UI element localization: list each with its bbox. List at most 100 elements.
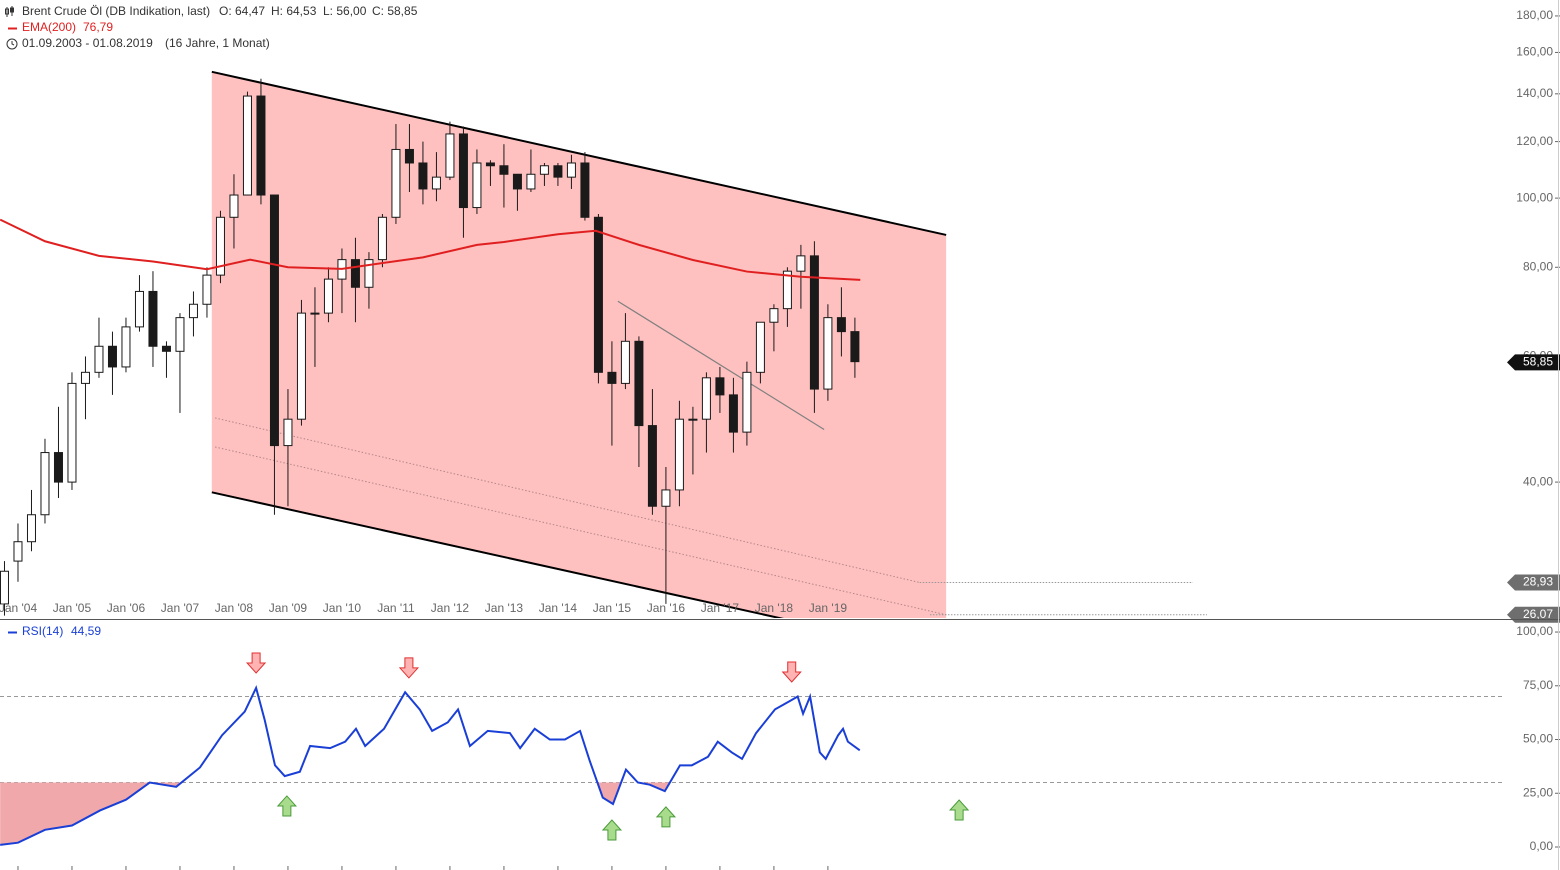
candle-body <box>701 377 711 420</box>
y-tick-label: 25,00 <box>1523 785 1553 799</box>
price-tag <box>1507 574 1560 591</box>
candle-body <box>134 290 144 328</box>
candle-body <box>553 165 563 178</box>
candle-body <box>26 514 36 543</box>
channel-fill <box>211 71 947 618</box>
candle-body <box>755 321 765 373</box>
candle-body <box>107 345 117 368</box>
candle-body <box>13 541 23 562</box>
candle-body <box>647 425 657 507</box>
candle-body <box>418 162 428 190</box>
signal-arrow <box>276 795 297 817</box>
candle-body <box>202 274 212 305</box>
y-tick-label: 100,00 <box>1516 190 1553 204</box>
signal-arrow <box>655 806 677 828</box>
date-range: 01.09.2003 - 01.08.2019 <box>22 36 153 50</box>
candle-body <box>512 173 522 190</box>
signal-arrow <box>245 652 267 674</box>
candle-icon <box>5 6 14 17</box>
y-tick-label: 75,00 <box>1523 678 1553 692</box>
signal-arrow <box>398 657 420 679</box>
candle-body <box>782 270 792 310</box>
quote-high: H: 64,53 <box>271 4 317 18</box>
x-tick-label: Jan '19 <box>809 601 848 615</box>
clock-icon <box>6 38 18 50</box>
trend-line <box>214 417 920 583</box>
trend-line <box>617 300 825 430</box>
x-tick-label: Jan '05 <box>53 601 92 615</box>
x-tick-label: Jan '08 <box>215 601 254 615</box>
x-tick-label: Jan '09 <box>269 601 308 615</box>
x-tick-label: Jan '07 <box>161 601 200 615</box>
candle-body <box>499 165 509 175</box>
x-tick-label: Jan '14 <box>539 601 578 615</box>
candle-body <box>364 259 374 288</box>
price-tag-label: 58,85 <box>1523 355 1553 369</box>
price-tag <box>1507 354 1560 371</box>
candle-body <box>593 216 603 373</box>
x-tick-label: Jan '10 <box>323 601 362 615</box>
rsi-plot <box>0 685 1505 846</box>
x-tick-label: Jan '17 <box>701 601 740 615</box>
candle-body <box>40 452 50 516</box>
y-tick-label: 100,00 <box>1516 624 1553 638</box>
x-tick-label: Jan '04 <box>0 601 37 615</box>
candle-body <box>796 255 806 272</box>
candle-body <box>53 452 63 483</box>
candle-body <box>566 162 576 178</box>
candle-body <box>404 148 414 164</box>
x-tick-label: Jan '11 <box>377 601 415 615</box>
x-tick-label: Jan '12 <box>431 601 470 615</box>
legend-label: EMA(200) <box>22 20 76 34</box>
candle-body <box>121 326 131 368</box>
legend-value: 76,79 <box>83 20 113 34</box>
x-tick-label: Jan '16 <box>647 601 686 615</box>
candle-body <box>607 371 617 384</box>
price-plot <box>0 70 947 618</box>
y-tick-label: 160,00 <box>1516 45 1553 59</box>
candle-body <box>715 377 725 396</box>
candle-body <box>215 216 225 276</box>
channel-line <box>211 491 784 618</box>
candle-body <box>728 394 738 433</box>
oversold-fill <box>0 782 860 845</box>
candle-body <box>620 340 630 384</box>
quote-open: O: 64,47 <box>219 4 265 18</box>
candle-body <box>769 308 779 323</box>
legend-label: RSI(14) <box>22 624 63 638</box>
candle-body <box>377 216 387 261</box>
candle-body <box>269 194 279 447</box>
candle-body <box>431 176 441 190</box>
candle-body <box>175 317 185 352</box>
signal-arrow <box>781 661 802 683</box>
candle-body <box>580 162 590 218</box>
candle-body <box>674 418 684 491</box>
candle-body <box>94 345 104 373</box>
y-tick-label: 40,00 <box>1523 474 1553 488</box>
trend-line <box>214 446 947 616</box>
y-tick-label: 0,00 <box>1530 839 1554 853</box>
quote-low: L: 56,00 <box>323 4 367 18</box>
signal-arrow <box>948 799 970 821</box>
candle-body <box>67 382 77 483</box>
candle-body <box>148 290 158 347</box>
candle-body <box>0 570 9 605</box>
candle-body <box>661 489 671 507</box>
candle-body <box>823 317 833 390</box>
candle-body <box>350 259 360 288</box>
candle-body <box>472 162 482 209</box>
ema-line <box>0 218 861 281</box>
candle-body <box>742 371 752 433</box>
candle-body <box>809 255 819 390</box>
candle-body <box>850 331 860 363</box>
candle-body <box>296 312 306 420</box>
candle-body <box>229 194 239 218</box>
candle-body <box>283 418 293 447</box>
candle-body <box>526 173 536 190</box>
candle-body <box>310 312 320 315</box>
candle-body <box>458 133 468 209</box>
candle-body <box>242 95 252 196</box>
x-tick-label: Jan '06 <box>107 601 146 615</box>
